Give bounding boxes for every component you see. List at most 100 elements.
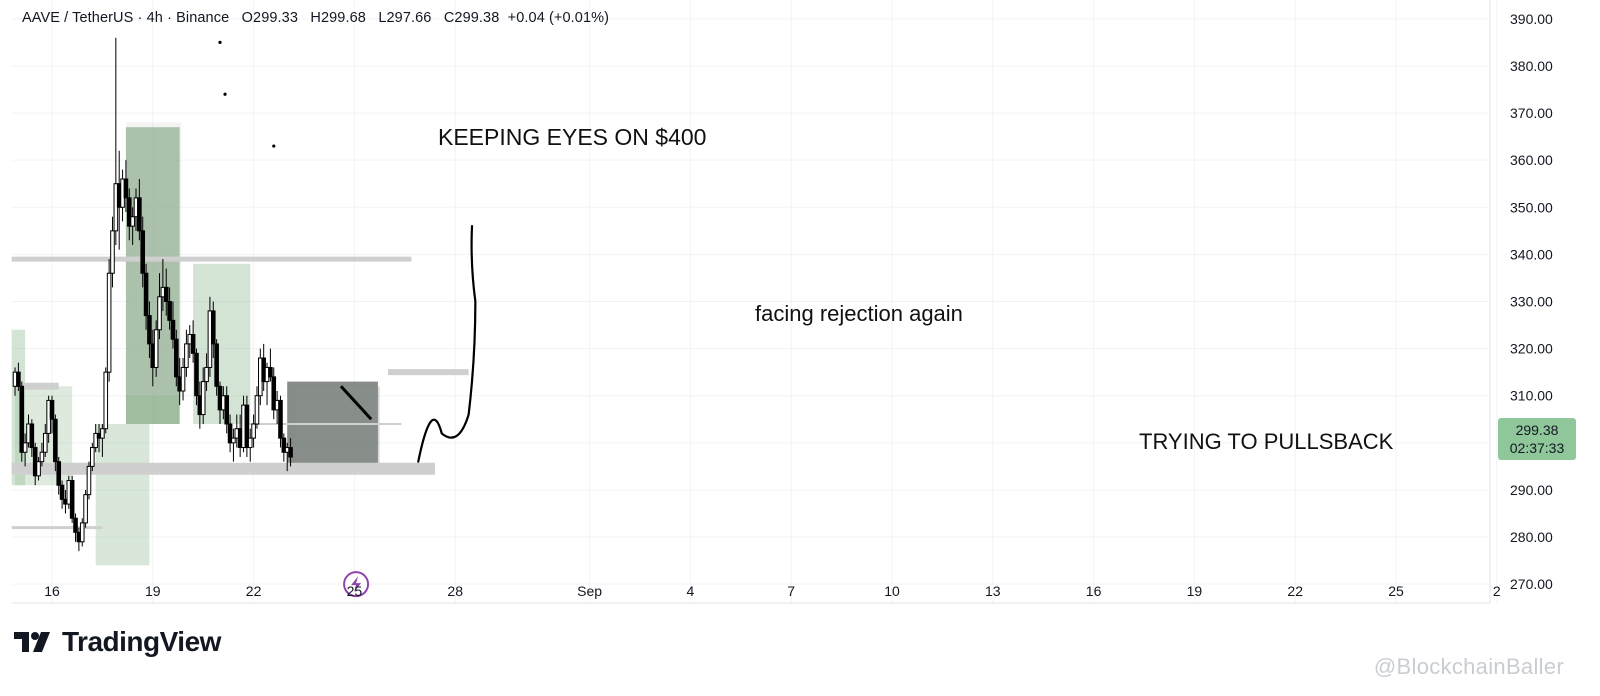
candle-body-down (210, 310, 216, 345)
candle-body-up (42, 432, 48, 453)
open-value: O299.33 (241, 10, 298, 26)
candle (153, 320, 159, 377)
dot-mark (218, 40, 222, 44)
candle-body-up (184, 343, 189, 368)
price-tick-label: 320.00 (1510, 341, 1553, 357)
price-tick-label: 310.00 (1510, 388, 1553, 404)
candle (90, 442, 95, 472)
candle-body-up (130, 216, 135, 227)
candle (49, 395, 55, 434)
candle (42, 423, 48, 457)
candle (167, 287, 172, 330)
candle-body-down (73, 517, 78, 533)
price-tick-label: 290.00 (1510, 482, 1553, 498)
candle (123, 160, 129, 212)
candle-body-up (231, 437, 236, 444)
candle-body-down (214, 343, 219, 387)
candle (86, 461, 92, 500)
time-tick-label: 22 (246, 583, 262, 599)
candle-body-up (36, 461, 41, 477)
candle (194, 348, 199, 406)
candlestick-series (12, 37, 293, 552)
candle-body-down (16, 371, 21, 387)
change-value: +0.04 (+0.01%) (507, 10, 610, 26)
time-tick-label: 10 (884, 583, 900, 599)
candle-body-down (227, 423, 233, 444)
chart-header: AAVE / TetherUS · 4h · Binance O299.33 H… (22, 10, 610, 26)
time-tick-label: 19 (1187, 583, 1203, 599)
annotation-rejection: facing rejection again (755, 301, 963, 326)
candle-body-up (251, 423, 256, 439)
annotation-pullback: TRYING TO PULLSBACK (1139, 429, 1394, 454)
candle (180, 358, 186, 401)
candle (93, 423, 98, 453)
candle-body-down (170, 319, 176, 340)
candle (39, 442, 45, 467)
candle (103, 367, 109, 434)
symbol-label[interactable]: AAVE / TetherUS (22, 10, 134, 26)
candle-body-up (100, 428, 105, 439)
candle (227, 414, 233, 453)
candle (231, 428, 236, 462)
candle (137, 179, 142, 241)
candle (281, 433, 287, 462)
candle-body-up (153, 329, 159, 368)
price-tick-label: 330.00 (1510, 294, 1553, 310)
candle (268, 348, 273, 382)
candle (163, 268, 169, 316)
time-tick-label: 25 (347, 583, 363, 599)
candle (140, 216, 146, 288)
time-tick-label: 4 (687, 583, 695, 599)
candle-body-up (79, 522, 85, 543)
watermark-text: @BlockchainBaller (1373, 654, 1564, 679)
candle-body-down (278, 399, 283, 439)
candle-body-up (39, 451, 45, 463)
candle (251, 414, 256, 448)
time-tick-label: 13 (985, 583, 1001, 599)
price-tick-label: 280.00 (1510, 529, 1553, 545)
candle-body-down (53, 418, 58, 463)
tradingview-logo-text: TradingView (62, 626, 221, 657)
low-value: L297.66 (378, 10, 432, 26)
candle-body-down (29, 423, 35, 449)
chart-grid (12, 0, 1498, 603)
candle-body-up (157, 296, 162, 331)
candle (110, 216, 115, 288)
candle (69, 475, 75, 523)
candle (204, 353, 209, 392)
candle-body-down (244, 404, 250, 449)
interval-label[interactable]: 4h (146, 10, 163, 26)
zone-consolidation (287, 381, 378, 472)
dot-mark (272, 144, 276, 148)
bar-countdown: 02:37:33 (1509, 440, 1565, 456)
candle (271, 367, 277, 420)
lightning-icon (351, 576, 362, 593)
candle-body-down (224, 395, 230, 425)
candle-body-up (106, 272, 112, 373)
candle (244, 395, 250, 457)
candle-body-up (22, 442, 28, 453)
candle-body-down (147, 315, 152, 345)
candle (224, 386, 230, 434)
candle-body-up (86, 465, 92, 496)
candle-body-down (56, 461, 62, 486)
candle (83, 489, 88, 528)
candle (214, 339, 219, 396)
candle (53, 414, 58, 472)
candle-body-up (83, 494, 88, 524)
time-tick-label: 19 (145, 583, 161, 599)
price-tick-label: 270.00 (1510, 576, 1553, 592)
tradingview-brand[interactable]: TradingView (14, 626, 221, 658)
tradingview-logo-icon (14, 632, 50, 652)
annotation-keeping-eyes: KEEPING EYES ON $400 (438, 124, 707, 150)
candle (106, 259, 112, 382)
candle (16, 362, 21, 392)
candle (130, 207, 135, 245)
candle-body-down (137, 197, 142, 232)
candle-body-up (180, 366, 186, 392)
candle (29, 419, 35, 457)
candle-body-down (49, 399, 55, 420)
time-tick-label: 22 (1287, 583, 1303, 599)
last-price: 299.38 (1515, 422, 1559, 438)
